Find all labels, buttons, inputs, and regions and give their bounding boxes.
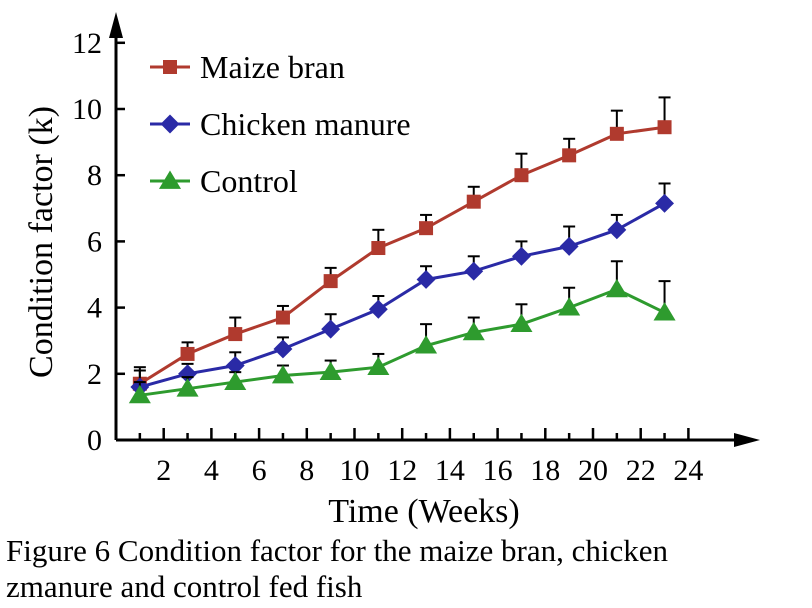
data-point	[371, 241, 386, 256]
y-tick-label: 10	[72, 93, 102, 126]
x-tick-label: 8	[299, 454, 314, 487]
legend-marker	[160, 114, 180, 134]
x-tick-label: 2	[156, 454, 171, 487]
data-point	[653, 302, 676, 321]
x-tick-label: 16	[483, 454, 513, 487]
data-point	[609, 126, 624, 141]
data-point	[368, 299, 388, 319]
x-tick-label: 4	[204, 454, 219, 487]
data-point	[512, 246, 531, 266]
x-tick-label: 20	[578, 454, 608, 487]
legend-item-control: Control	[150, 163, 298, 199]
data-point	[466, 194, 481, 209]
data-point	[657, 120, 672, 135]
data-point	[416, 270, 436, 289]
legend-label: Chicken manure	[200, 106, 411, 142]
x-tick-label: 18	[530, 454, 560, 487]
data-point	[180, 346, 195, 361]
legend-label: Control	[200, 163, 298, 199]
y-tick-label: 8	[87, 159, 102, 192]
data-point	[319, 361, 342, 381]
series-line	[139, 202, 666, 389]
data-point	[415, 335, 438, 354]
x-tick-label: 24	[673, 454, 703, 487]
legend-marker	[163, 60, 177, 74]
data-point	[128, 384, 151, 404]
x-tick-label: 10	[340, 454, 370, 487]
legend-item-maize-bran: Maize bran	[150, 49, 345, 85]
data-point	[228, 327, 243, 342]
data-point	[224, 371, 247, 390]
legend-marker	[158, 170, 182, 189]
data-point	[176, 378, 199, 397]
y-axis-arrow	[109, 12, 123, 38]
data-point	[462, 321, 485, 341]
data-point	[510, 313, 533, 333]
data-point	[655, 193, 674, 213]
x-axis-arrow	[734, 433, 760, 447]
y-axis-title: Condition factor (k)	[23, 106, 60, 378]
data-point	[514, 168, 529, 183]
legend-item-chicken-manure: Chicken manure	[150, 106, 411, 142]
y-tick-label: 2	[87, 358, 102, 391]
series-maize-bran	[132, 96, 672, 391]
x-axis-title: Time (Weeks)	[328, 493, 519, 530]
data-point	[321, 319, 341, 339]
data-point	[271, 364, 294, 384]
legend-label: Maize bran	[200, 49, 345, 85]
data-point	[559, 236, 579, 256]
series-layer	[128, 96, 676, 404]
x-tick-label: 22	[626, 454, 656, 487]
data-point	[562, 148, 577, 163]
series-control	[128, 260, 676, 404]
x-tick-label: 6	[252, 454, 267, 487]
data-point	[367, 356, 390, 376]
data-point	[464, 261, 484, 281]
data-point	[558, 297, 581, 316]
data-point	[275, 310, 290, 325]
data-point	[419, 221, 434, 236]
data-point	[607, 220, 627, 240]
y-tick-label: 12	[72, 27, 102, 60]
data-point	[273, 339, 293, 359]
y-tick-label: 4	[87, 292, 102, 325]
x-tick-label: 14	[435, 454, 465, 487]
x-tick-label: 12	[387, 454, 417, 487]
y-tick-label: 0	[87, 424, 102, 457]
series-line	[139, 287, 666, 397]
y-tick-label: 6	[87, 225, 102, 258]
data-point	[323, 274, 338, 289]
data-point	[178, 364, 197, 384]
data-point	[225, 356, 245, 375]
legend: Maize bran Chicken manure Control	[150, 49, 411, 199]
figure-caption: Figure 6 Condition factor for the maize …	[6, 533, 812, 605]
caption-line-2: zmanure and control fed fish	[6, 569, 363, 604]
series-line	[139, 125, 665, 386]
series-chicken-manure	[130, 182, 674, 397]
data-point	[605, 278, 628, 298]
caption-line-1: Figure 6 Condition factor for the maize …	[6, 533, 668, 568]
